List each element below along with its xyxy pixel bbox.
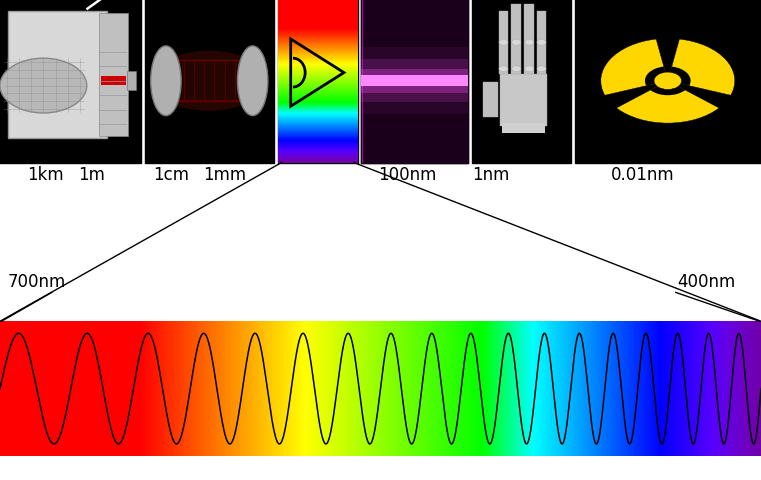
Bar xyxy=(361,60,468,103)
Wedge shape xyxy=(651,82,685,96)
Bar xyxy=(99,14,128,137)
Bar xyxy=(498,12,508,74)
Ellipse shape xyxy=(237,47,268,117)
Bar xyxy=(167,61,251,102)
Bar xyxy=(524,5,534,74)
Text: 700nm: 700nm xyxy=(8,273,66,290)
Wedge shape xyxy=(616,82,719,124)
Circle shape xyxy=(499,67,508,72)
Circle shape xyxy=(654,73,681,90)
Text: 1cm: 1cm xyxy=(153,166,189,183)
Bar xyxy=(483,83,498,118)
Bar xyxy=(361,76,468,87)
Circle shape xyxy=(499,40,508,46)
Wedge shape xyxy=(668,67,690,86)
Bar xyxy=(500,74,547,127)
Bar xyxy=(361,70,468,94)
Circle shape xyxy=(0,59,87,114)
Circle shape xyxy=(512,67,521,72)
Wedge shape xyxy=(645,67,668,86)
Ellipse shape xyxy=(151,47,181,117)
Text: 1nm: 1nm xyxy=(472,166,510,183)
Bar xyxy=(8,12,107,139)
Circle shape xyxy=(537,67,546,72)
Text: 100nm: 100nm xyxy=(378,166,436,183)
Circle shape xyxy=(525,40,534,46)
Text: 1km: 1km xyxy=(27,166,64,183)
Bar xyxy=(511,5,521,74)
Bar xyxy=(537,12,546,74)
Wedge shape xyxy=(601,40,668,96)
Bar xyxy=(127,72,136,91)
Circle shape xyxy=(525,67,534,72)
Circle shape xyxy=(512,40,521,46)
Wedge shape xyxy=(668,40,734,96)
Circle shape xyxy=(537,40,546,46)
Text: 0.01nm: 0.01nm xyxy=(611,166,675,183)
Text: 1mm: 1mm xyxy=(203,166,246,183)
Text: 400nm: 400nm xyxy=(677,273,736,290)
Ellipse shape xyxy=(152,52,266,112)
Bar xyxy=(502,124,545,133)
Bar xyxy=(361,48,468,115)
Bar xyxy=(101,77,126,85)
Text: 1m: 1m xyxy=(78,166,105,183)
